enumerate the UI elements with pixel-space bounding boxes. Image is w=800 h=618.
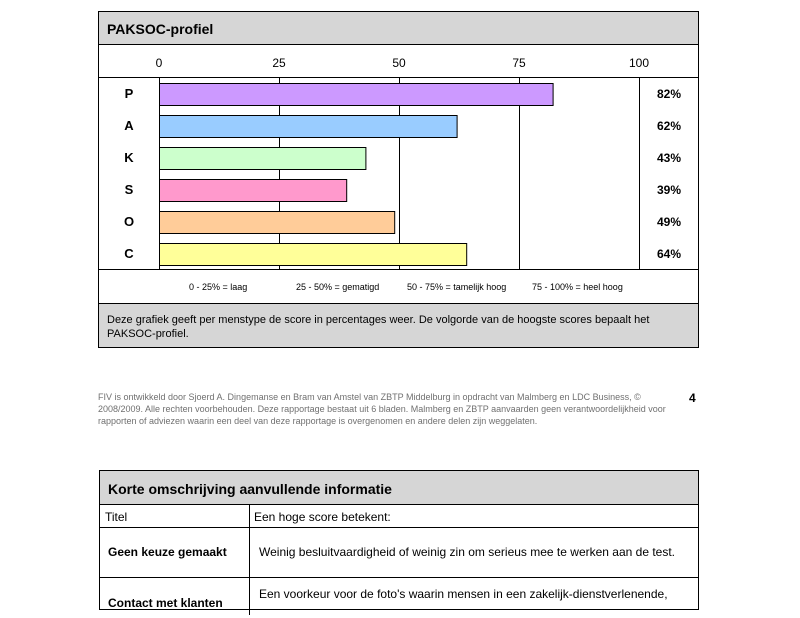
value-label-k: 43% <box>657 151 682 165</box>
bar-k <box>159 147 367 170</box>
row-title: Geen keuze gemaakt <box>108 545 227 559</box>
bar-o <box>159 211 396 234</box>
bar-a <box>159 115 458 138</box>
header-meaning: Een hoge score betekent: <box>254 510 391 524</box>
info-table-header: Titel Een hoge score betekent: <box>100 505 698 528</box>
page-number: 4 <box>689 391 696 405</box>
legend-item-gematigd: 25 - 50% = gematigd <box>296 282 380 292</box>
category-label-a: A <box>124 118 134 133</box>
chart-title: PAKSOC-profiel <box>99 12 698 45</box>
category-label-p: P <box>124 86 134 101</box>
row-title: Contact met klanten <box>108 596 223 610</box>
chart-description: Deze grafiek geeft per menstype de score… <box>99 303 698 347</box>
value-label-o: 49% <box>657 215 682 229</box>
x-tick-label: 25 <box>272 56 286 70</box>
legend-item-tamelijk-hoog: 50 - 75% = tamelijk hoog <box>407 282 507 292</box>
x-tick-label: 75 <box>512 56 526 70</box>
row-meaning: Een voorkeur voor de foto's waarin mense… <box>259 587 668 601</box>
x-tick-label: 100 <box>628 56 650 70</box>
plot-area: P A K S O C 82% 62% 43% 39% 49% 64% <box>99 78 698 270</box>
row-meaning: Weinig besluitvaardigheid of weinig zin … <box>259 545 676 559</box>
value-label-c: 64% <box>657 247 682 261</box>
x-tick-label: 0 <box>155 56 163 70</box>
x-axis: 0 25 50 75 100 <box>99 45 698 78</box>
bar-plot <box>159 78 640 269</box>
header-title: Titel <box>105 510 128 524</box>
value-label-p: 82% <box>657 87 682 101</box>
footer-disclaimer: FIV is ontwikkeld door Sjoerd A. Dingema… <box>98 392 666 426</box>
info-table: Korte omschrijving aanvullende informati… <box>99 470 699 615</box>
bar-s <box>159 179 348 202</box>
x-tick-label: 50 <box>392 56 406 70</box>
table-row: Contact met klanten Een voorkeur voor de… <box>100 578 698 618</box>
table-row: Geen keuze gemaakt Weinig besluitvaardig… <box>100 528 698 578</box>
category-label-o: O <box>123 214 135 229</box>
value-label-s: 39% <box>657 183 682 197</box>
bar-p <box>159 83 554 106</box>
category-label-s: S <box>124 182 134 197</box>
value-label-a: 62% <box>657 119 682 133</box>
info-table-title: Korte omschrijving aanvullende informati… <box>100 471 698 505</box>
column-divider <box>249 505 250 615</box>
category-label-c: C <box>124 246 134 261</box>
chart-legend: 0 - 25% = laag 25 - 50% = gematigd 50 - … <box>99 270 698 303</box>
category-label-k: K <box>124 150 134 165</box>
paksoc-chart: PAKSOC-profiel 0 25 50 75 100 P A K S O … <box>98 11 699 348</box>
bar-c <box>159 243 468 266</box>
legend-item-heel-hoog: 75 - 100% = heel hoog <box>532 282 623 292</box>
legend-item-laag: 0 - 25% = laag <box>189 282 248 292</box>
